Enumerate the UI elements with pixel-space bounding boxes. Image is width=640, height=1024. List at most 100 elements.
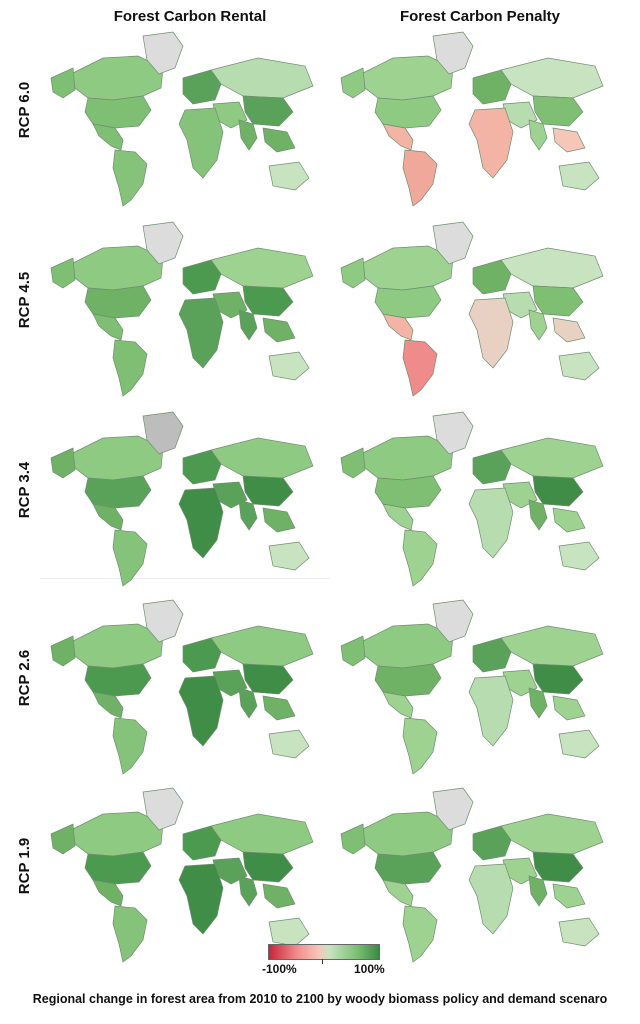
region-south-america [112, 905, 148, 963]
region-russia [500, 437, 604, 479]
region-alaska [340, 257, 366, 289]
region-east-asia [242, 285, 294, 317]
region-south-asia [238, 119, 258, 151]
world-map-svg [50, 599, 314, 775]
region-southeast-asia [262, 507, 296, 533]
region-southeast-asia [262, 127, 296, 153]
region-australia [268, 351, 310, 381]
legend-min-label: -100% [262, 962, 297, 976]
region-east-asia [242, 851, 294, 883]
region-russia [500, 813, 604, 855]
map-panel-forest-carbon-penalty-rcp-2-6 [332, 596, 614, 776]
region-south-asia [528, 499, 548, 531]
region-southeast-asia [552, 127, 586, 153]
region-central-america [382, 503, 414, 531]
map-panel-forest-carbon-rental-rcp-6-0 [42, 28, 324, 208]
region-united-states [84, 95, 152, 129]
region-southeast-asia [262, 317, 296, 343]
region-alaska [50, 635, 76, 667]
region-africa [178, 487, 224, 559]
region-central-america [92, 123, 124, 151]
region-alaska [340, 447, 366, 479]
region-greenland [432, 31, 474, 75]
world-map-svg [50, 787, 314, 963]
region-east-asia [242, 475, 294, 507]
region-africa [178, 863, 224, 935]
region-australia [558, 729, 600, 759]
region-united-states [374, 663, 442, 697]
region-alaska [340, 67, 366, 99]
region-canada [362, 811, 454, 857]
region-south-asia [528, 875, 548, 907]
row-label-rcp-6-0: RCP 6.0 [16, 81, 33, 139]
row-divider [40, 578, 330, 579]
region-russia [210, 247, 314, 289]
region-canada [72, 435, 164, 481]
region-east-asia [242, 663, 294, 695]
world-map-svg [340, 411, 604, 587]
region-south-asia [528, 309, 548, 341]
region-south-america [402, 149, 438, 207]
region-central-america [92, 313, 124, 341]
region-south-asia [238, 499, 258, 531]
region-greenland [432, 599, 474, 643]
region-central-america [92, 503, 124, 531]
region-australia [558, 161, 600, 191]
region-russia [500, 625, 604, 667]
region-australia [558, 917, 600, 947]
region-alaska [50, 447, 76, 479]
world-map-svg [50, 221, 314, 397]
row-label-rcp-2-6: RCP 2.6 [16, 649, 33, 707]
region-united-states [84, 285, 152, 319]
region-east-asia [532, 851, 584, 883]
region-southeast-asia [552, 317, 586, 343]
region-greenland [432, 411, 474, 455]
region-south-america [112, 529, 148, 587]
region-south-america [402, 339, 438, 397]
region-africa [468, 675, 514, 747]
region-central-america [382, 123, 414, 151]
region-central-america [92, 691, 124, 719]
region-russia [500, 247, 604, 289]
region-australia [268, 917, 310, 947]
region-east-asia [242, 95, 294, 127]
region-canada [362, 245, 454, 291]
column-title-forest-carbon-rental: Forest Carbon Rental [113, 8, 267, 25]
region-greenland [432, 787, 474, 831]
region-russia [210, 57, 314, 99]
region-greenland [142, 411, 184, 455]
world-map-svg [50, 411, 314, 587]
region-africa [468, 107, 514, 179]
region-canada [72, 245, 164, 291]
region-south-asia [238, 687, 258, 719]
region-east-asia [532, 95, 584, 127]
region-canada [72, 811, 164, 857]
column-title-forest-carbon-penalty: Forest Carbon Penalty [399, 8, 561, 25]
region-alaska [340, 635, 366, 667]
region-alaska [50, 823, 76, 855]
region-united-states [84, 663, 152, 697]
map-panel-forest-carbon-rental-rcp-3-4 [42, 408, 324, 588]
region-africa [178, 297, 224, 369]
region-australia [558, 351, 600, 381]
region-greenland [142, 221, 184, 265]
region-alaska [50, 67, 76, 99]
region-united-states [374, 95, 442, 129]
map-panel-forest-carbon-penalty-rcp-6-0 [332, 28, 614, 208]
region-australia [268, 161, 310, 191]
region-united-states [374, 851, 442, 885]
region-greenland [142, 599, 184, 643]
region-south-asia [528, 119, 548, 151]
region-southeast-asia [552, 507, 586, 533]
region-russia [210, 437, 314, 479]
region-alaska [50, 257, 76, 289]
region-russia [500, 57, 604, 99]
legend-gradient-bar [268, 944, 380, 960]
world-map-svg [340, 599, 604, 775]
region-africa [468, 863, 514, 935]
world-map-svg [340, 31, 604, 207]
row-label-rcp-4-5: RCP 4.5 [16, 271, 33, 329]
region-central-america [382, 879, 414, 907]
region-south-america [112, 339, 148, 397]
region-africa [468, 487, 514, 559]
